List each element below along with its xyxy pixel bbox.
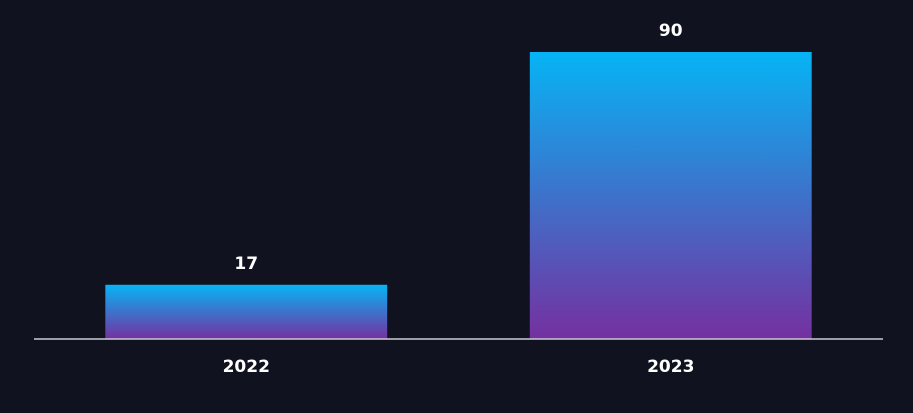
- x-tick-label: 2023: [647, 357, 694, 377]
- bar: [529, 52, 812, 339]
- value-label: 17: [234, 254, 258, 274]
- x-tick-label: 2022: [223, 357, 270, 377]
- bar: [105, 284, 388, 339]
- value-label: 90: [659, 21, 683, 41]
